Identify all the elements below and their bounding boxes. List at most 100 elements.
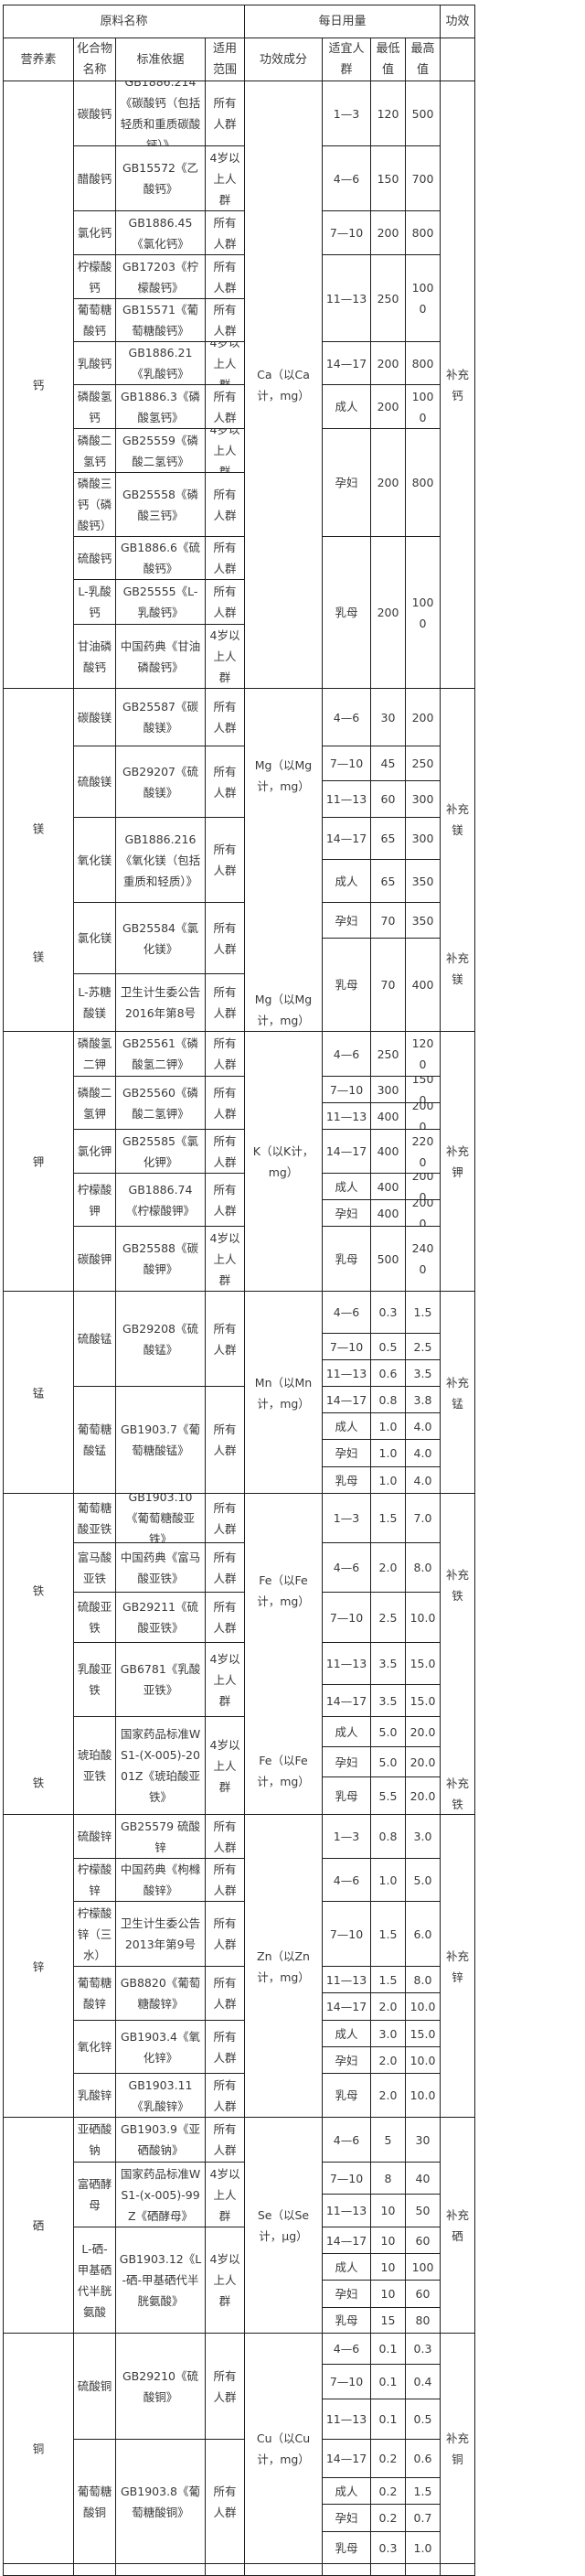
- dosage-min: 60: [370, 780, 406, 818]
- dosage-min: 2.0: [370, 2046, 406, 2074]
- nutrient-cell: 锰: [3, 1291, 74, 1494]
- dosage-max: 60: [405, 2280, 441, 2308]
- nutrient-cell-label: 锰: [32, 1386, 45, 1400]
- dosage-min: 1.5: [370, 1966, 406, 1993]
- truncated-row-cell: [244, 2563, 323, 2576]
- compound-standard: GB1886.216《氧化镁（包括重质和轻质）》: [115, 817, 206, 903]
- dosage-min: 5.5: [370, 1776, 406, 1815]
- compound-standard: GB1903.12《L-硒-甲基硒代半胱氨酸》: [115, 2227, 206, 2334]
- dosage-population: 4—6: [322, 1291, 371, 1334]
- compound-scope: 所有人群: [205, 1966, 245, 2021]
- component-cell: Cu（以Cu计，mg）: [244, 2333, 323, 2564]
- dosage-max: 8.0: [405, 1542, 441, 1593]
- dosage-max: 20.0: [405, 1746, 441, 1777]
- compound-name: 碳酸钾: [73, 1226, 116, 1292]
- compound-name: 柠檬酸钙: [73, 254, 116, 299]
- dosage-max: 300: [405, 780, 441, 818]
- dosage-population: 11—13: [322, 780, 371, 818]
- compound-standard: GB1903.7《葡萄糖酸锰》: [115, 1386, 206, 1494]
- dosage-min: 0.1: [370, 2364, 406, 2399]
- effect-cell: 补充锰: [440, 1291, 475, 1494]
- dosage-min: 15: [370, 2307, 406, 2334]
- dosage-max: 10.0: [405, 2073, 441, 2118]
- compound-scope: 所有人群: [205, 2333, 245, 2440]
- compound-standard: GB25585《氯化钾》: [115, 1129, 206, 1174]
- compound-scope: 所有人群: [205, 210, 245, 255]
- dosage-min: 0.2: [370, 2477, 406, 2505]
- dosage-population: 14—17: [322, 1684, 371, 1717]
- effect-cell-label: 补充锌: [445, 1948, 469, 1984]
- dosage-population: 4—6: [322, 688, 371, 746]
- dosage-min: 10: [370, 2253, 406, 2281]
- truncated-row-cell: [405, 2563, 441, 2576]
- dosage-min: 200: [370, 428, 406, 537]
- compound-standard: GB1886.21《乳酸钙》: [115, 341, 206, 385]
- dosage-min: 300: [370, 1076, 406, 1103]
- dosage-min: 0.6: [370, 1359, 406, 1387]
- component-cell-label: Mn（以Mn计，mg）: [254, 1375, 313, 1411]
- header-raw-materials: 原料名称: [3, 5, 245, 38]
- compound-scope: 所有人群: [205, 298, 245, 342]
- dosage-max: 400: [405, 938, 441, 1032]
- dosage-population: 成人: [322, 2253, 371, 2281]
- dosage-min: 30: [370, 688, 406, 746]
- compound-name: 硫酸镁: [73, 746, 116, 818]
- compound-standard: GB1886.74《柠檬酸钾》: [115, 1173, 206, 1227]
- compound-standard: GB1886.3《磷酸氢钙》: [115, 384, 206, 429]
- component-cell-label: Fe（以Fe计，mg）: [257, 1754, 310, 1788]
- compound-standard: GB25560《磷酸二氢钾》: [115, 1076, 206, 1130]
- compound-name: 氯化钙: [73, 210, 116, 255]
- dosage-min: 250: [370, 254, 406, 342]
- compound-scope: 所有人群: [205, 1173, 245, 1227]
- dosage-max: 300: [405, 817, 441, 860]
- compound-scope: 所有人群: [205, 472, 245, 537]
- compound-standard: GB25579 硫酸锌: [115, 1814, 206, 1859]
- compound-standard: 中国药典《富马酸亚铁》: [115, 1542, 206, 1593]
- dosage-max: 250: [405, 746, 441, 781]
- nutrient-cell: 钾: [3, 1031, 74, 1292]
- compound-name: 硫酸亚铁: [73, 1592, 116, 1643]
- compound-scope: 所有人群: [205, 1493, 245, 1543]
- dosage-max: 7.0: [405, 1493, 441, 1543]
- compound-standard: GB17203《柠檬酸钙》: [115, 254, 206, 299]
- dosage-max: 4.0: [405, 1412, 441, 1440]
- dosage-max: 0.7: [405, 2504, 441, 2532]
- compound-standard: GB29211《硫酸亚铁》: [115, 1592, 206, 1643]
- dosage-min: 2.0: [370, 2073, 406, 2118]
- component-cell-label: Fe（以Fe计，mg）: [257, 1573, 310, 1608]
- dosage-max: 2.5: [405, 1333, 441, 1360]
- compound-scope: 所有人群: [205, 1814, 245, 1859]
- dosage-max: 2000: [405, 1199, 441, 1227]
- dosage-max: 6.0: [405, 1901, 441, 1967]
- compound-name: 甘油磷酸钙: [73, 624, 116, 689]
- truncated-row-cell: [440, 2563, 475, 2576]
- dosage-min: 5.0: [370, 1716, 406, 1747]
- dosage-min: 3.5: [370, 1642, 406, 1685]
- compound-name: 柠檬酸锌（三水）: [73, 1901, 116, 1967]
- compound-standard: GB1886.6《硫酸钙》: [115, 536, 206, 580]
- dosage-population: 11—13: [322, 254, 371, 342]
- component-cell-label: Cu（以Cu计，mg）: [256, 2431, 311, 2466]
- compound-name: 乳酸钙: [73, 341, 116, 385]
- effect-cell-label: 补充锰: [445, 1375, 469, 1411]
- dosage-population: 7—10: [322, 2364, 371, 2399]
- dosage-max: 100: [405, 2253, 441, 2281]
- dosage-max: 800: [405, 428, 441, 537]
- truncated-row-cell: [3, 2563, 74, 2576]
- nutrient-cell: 锌: [3, 1814, 74, 2118]
- compound-name: 氯化钾: [73, 1129, 116, 1174]
- compound-scope: 所有人群: [205, 384, 245, 429]
- compound-name: 葡萄糖酸铜: [73, 2439, 116, 2564]
- dosage-population: 7—10: [322, 2162, 371, 2195]
- compound-standard: GB1903.10《葡萄糖酸亚铁》: [115, 1493, 206, 1543]
- compound-standard: GB1903.8《葡萄糖酸铜》: [115, 2439, 206, 2564]
- dosage-population: 11—13: [322, 2194, 371, 2227]
- compound-standard: GB15571《葡萄糖酸钙》: [115, 298, 206, 342]
- dosage-population: 14—17: [322, 2227, 371, 2254]
- compound-name: 硫酸锌: [73, 1814, 116, 1859]
- compound-scope: 4岁以上人群: [205, 1716, 245, 1815]
- dosage-population: 4—6: [322, 1858, 371, 1902]
- dosage-min: 1.0: [370, 1858, 406, 1902]
- compound-name: 亚硒酸钠: [73, 2117, 116, 2163]
- dosage-population: 7—10: [322, 1333, 371, 1360]
